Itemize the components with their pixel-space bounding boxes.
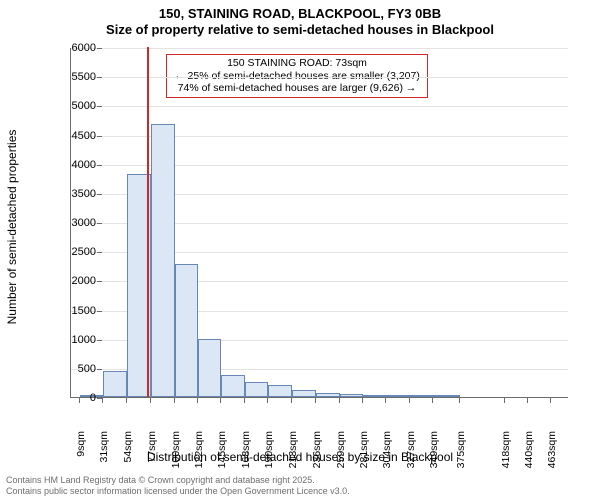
x-tick-mark [126, 398, 127, 403]
histogram-bar [103, 371, 127, 397]
x-tick-mark [244, 398, 245, 403]
x-tick-mark [174, 398, 175, 403]
gridline [71, 77, 568, 78]
x-tick-mark [220, 398, 221, 403]
x-tick-label: 440sqm [523, 431, 535, 481]
y-tick-mark [97, 48, 102, 49]
x-tick-mark [362, 398, 363, 403]
y-tick-mark [97, 340, 102, 341]
y-tick-mark [97, 77, 102, 78]
title-line-1: 150, STAINING ROAD, BLACKPOOL, FY3 0BB [0, 6, 600, 21]
histogram-bar [268, 385, 292, 397]
x-tick-label: 168sqm [240, 431, 252, 481]
y-tick-label: 4000 [46, 159, 96, 171]
x-tick-label: 54sqm [122, 431, 134, 481]
histogram-bar [386, 395, 410, 397]
x-tick-mark [409, 398, 410, 403]
x-tick-mark [315, 398, 316, 403]
y-tick-mark [97, 136, 102, 137]
histogram-bar [175, 264, 198, 397]
reference-line [147, 47, 149, 397]
x-tick-label: 236sqm [311, 431, 323, 481]
x-tick-label: 145sqm [216, 431, 228, 481]
histogram-bar [198, 339, 222, 397]
x-tick-mark [459, 398, 460, 403]
x-tick-label: 349sqm [428, 431, 440, 481]
y-tick-label: 2500 [46, 246, 96, 258]
gridline [71, 136, 568, 137]
histogram-bar [292, 390, 316, 397]
y-tick-label: 1500 [46, 305, 96, 317]
histogram-bar [340, 394, 363, 397]
histogram-bar [433, 395, 460, 397]
y-tick-mark [97, 106, 102, 107]
y-tick-mark [97, 311, 102, 312]
x-tick-label: 100sqm [170, 431, 182, 481]
x-tick-mark [432, 398, 433, 403]
histogram-bar [151, 124, 175, 397]
footer-line-2: Contains public sector information licen… [6, 486, 350, 496]
histogram-bar [245, 382, 268, 397]
y-tick-mark [97, 165, 102, 166]
x-tick-label: 418sqm [500, 431, 512, 481]
histogram-bar [410, 395, 433, 397]
x-tick-mark [291, 398, 292, 403]
x-tick-label: 463sqm [546, 431, 558, 481]
y-tick-mark [97, 223, 102, 224]
y-tick-label: 6000 [46, 42, 96, 54]
histogram-bar [316, 393, 340, 397]
x-tick-mark [267, 398, 268, 403]
x-tick-label: 31sqm [98, 431, 110, 481]
y-tick-label: 4500 [46, 130, 96, 142]
plot-area: 150 STAINING ROAD: 73sqm ← 25% of semi-d… [70, 48, 568, 398]
x-tick-label: 259sqm [335, 431, 347, 481]
y-tick-label: 3500 [46, 188, 96, 200]
x-tick-mark [504, 398, 505, 403]
callout-line-3: 74% of semi-detached houses are larger (… [171, 82, 423, 95]
x-tick-label: 190sqm [263, 431, 275, 481]
title-line-2: Size of property relative to semi-detach… [0, 22, 600, 37]
x-tick-label: 9sqm [75, 431, 87, 481]
x-tick-mark [150, 398, 151, 403]
y-tick-mark [97, 194, 102, 195]
x-tick-mark [339, 398, 340, 403]
callout-line-1: 150 STAINING ROAD: 73sqm [171, 57, 423, 70]
x-tick-mark [385, 398, 386, 403]
y-tick-label: 2000 [46, 275, 96, 287]
gridline [71, 48, 568, 49]
y-tick-label: 5000 [46, 100, 96, 112]
x-tick-label: 122sqm [193, 431, 205, 481]
histogram-bar [221, 375, 245, 397]
x-tick-mark [197, 398, 198, 403]
x-tick-mark [79, 398, 80, 403]
chart-title: 150, STAINING ROAD, BLACKPOOL, FY3 0BB S… [0, 0, 600, 37]
y-tick-mark [97, 252, 102, 253]
callout-line-2: ← 25% of semi-detached houses are smalle… [171, 70, 423, 83]
x-tick-label: 77sqm [146, 431, 158, 481]
y-tick-label: 500 [46, 363, 96, 375]
y-tick-mark [97, 281, 102, 282]
x-tick-mark [102, 398, 103, 403]
y-tick-label: 0 [46, 392, 96, 404]
y-axis-label: Number of semi-detached properties [5, 130, 19, 325]
y-tick-mark [97, 369, 102, 370]
histogram-bar [363, 395, 387, 397]
gridline [71, 165, 568, 166]
x-tick-mark [527, 398, 528, 403]
x-tick-label: 304sqm [381, 431, 393, 481]
x-tick-mark [550, 398, 551, 403]
gridline [71, 106, 568, 107]
x-tick-label: 213sqm [287, 431, 299, 481]
y-tick-label: 3000 [46, 217, 96, 229]
y-tick-label: 5500 [46, 71, 96, 83]
x-tick-label: 375sqm [455, 431, 467, 481]
y-tick-label: 1000 [46, 334, 96, 346]
x-tick-label: 281sqm [358, 431, 370, 481]
callout-box: 150 STAINING ROAD: 73sqm ← 25% of semi-d… [166, 54, 428, 98]
x-tick-label: 327sqm [405, 431, 417, 481]
